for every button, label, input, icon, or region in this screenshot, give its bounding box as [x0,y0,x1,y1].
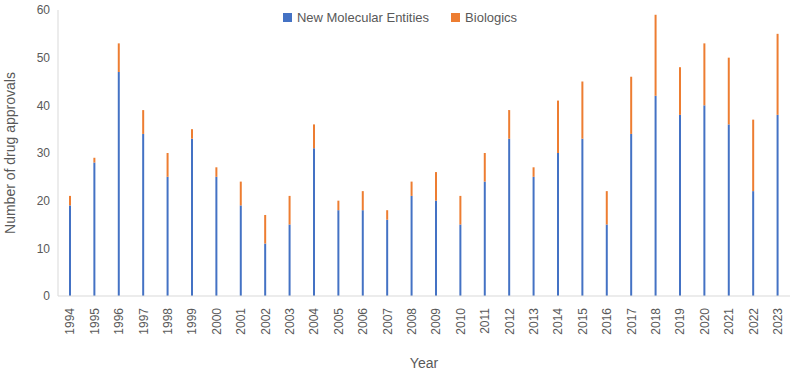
svg-text:2012: 2012 [503,308,517,335]
svg-text:2009: 2009 [429,308,443,335]
svg-text:2013: 2013 [527,308,541,335]
svg-text:20: 20 [37,194,51,208]
svg-text:2016: 2016 [600,308,614,335]
svg-text:2002: 2002 [259,308,273,335]
svg-text:1999: 1999 [185,308,199,335]
svg-text:1997: 1997 [137,308,151,335]
svg-text:2011: 2011 [478,308,492,334]
svg-text:Year: Year [410,355,439,371]
svg-text:2019: 2019 [673,308,687,335]
svg-text:2000: 2000 [210,308,224,335]
svg-text:2022: 2022 [747,308,761,335]
svg-text:2006: 2006 [356,308,370,335]
svg-text:1998: 1998 [161,308,175,335]
svg-text:2017: 2017 [625,308,639,335]
svg-text:2005: 2005 [332,308,346,335]
svg-text:2010: 2010 [454,308,468,335]
svg-text:2015: 2015 [576,308,590,335]
html-text:New Molecular Entities: New Molecular Entities [296,10,430,25]
svg-text:40: 40 [37,99,51,113]
svg-text:1994: 1994 [63,308,77,335]
svg-text:60: 60 [37,3,51,17]
svg-text:2001: 2001 [234,308,248,335]
svg-text:2004: 2004 [307,308,321,335]
svg-text:2018: 2018 [649,308,663,335]
svg-text:2023: 2023 [771,308,785,335]
svg-text:2020: 2020 [698,308,712,335]
svg-text:1996: 1996 [112,308,126,335]
svg-text:Number of drug approvals: Number of drug approvals [8,72,18,234]
svg-text:30: 30 [37,146,51,160]
svg-text:0: 0 [43,289,50,303]
svg-text:2014: 2014 [551,308,565,335]
svg-text:2021: 2021 [722,308,736,335]
svg-text:1995: 1995 [88,308,102,335]
svg-text:2008: 2008 [405,308,419,335]
html-text:Biologics: Biologics [465,10,518,25]
svg-text:50: 50 [37,51,51,65]
svg-text:10: 10 [37,242,51,256]
svg-text:2007: 2007 [381,308,395,335]
svg-text:2003: 2003 [283,308,297,335]
